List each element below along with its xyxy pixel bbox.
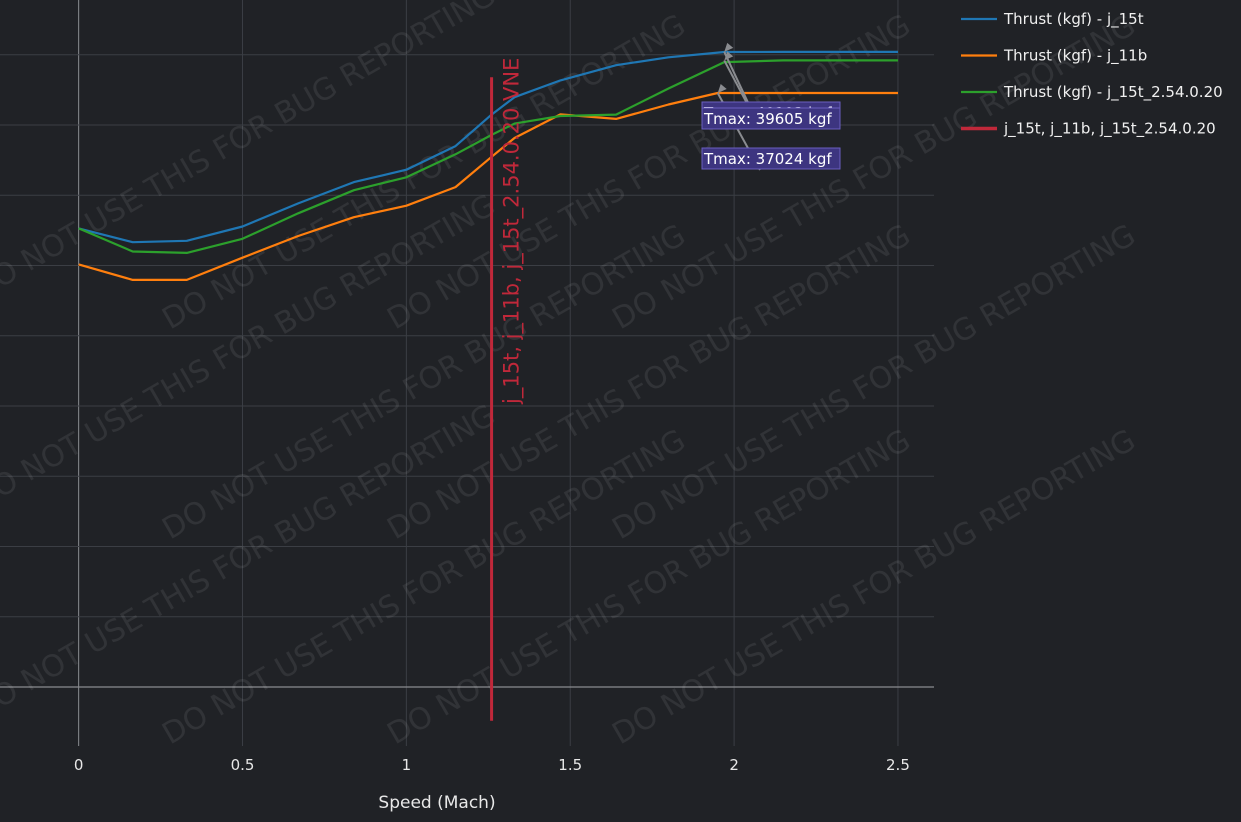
legend-item-3[interactable]: j_15t, j_11b, j_15t_2.54.0.20 <box>1003 120 1216 139</box>
annotation-box-1 <box>701 107 841 130</box>
annotation-text-1: Tmax: 39605 kgf <box>703 110 832 128</box>
legend-item-1[interactable]: Thrust (kgf) - j_11b <box>1003 47 1147 66</box>
legend-item-2[interactable]: Thrust (kgf) - j_15t_2.54.0.20 <box>1003 83 1223 102</box>
vne-layer: j_15t, j_11b, j_15t_2.54.0.20 VNE <box>490 58 525 721</box>
x-tick-layer: 0 0.5 1 1.5 2 2.5 <box>74 756 910 774</box>
annotation-arrowhead-1 <box>724 51 734 61</box>
annotation-arrowhead-0 <box>724 42 734 52</box>
x-tick-label-1: 0.5 <box>231 756 255 774</box>
vne-label: j_15t, j_11b, j_15t_2.54.0.20 VNE <box>500 58 525 405</box>
x-tick-label-5: 2.5 <box>886 756 910 774</box>
x-axis-title: Speed (Mach) <box>378 793 495 813</box>
x-tick-label-0: 0 <box>74 756 84 774</box>
x-tick-label-2: 1 <box>402 756 412 774</box>
legend-item-0[interactable]: Thrust (kgf) - j_15t <box>1003 10 1144 29</box>
annotation-box-2 <box>701 147 841 170</box>
annotation-text-2: Tmax: 37024 kgf <box>703 150 832 168</box>
legend: Thrust (kgf) - j_15t Thrust (kgf) - j_11b… <box>961 10 1223 139</box>
x-tick-label-3: 1.5 <box>558 756 582 774</box>
annotation-arrowhead-2 <box>717 84 727 94</box>
x-tick-label-4: 2 <box>729 756 739 774</box>
